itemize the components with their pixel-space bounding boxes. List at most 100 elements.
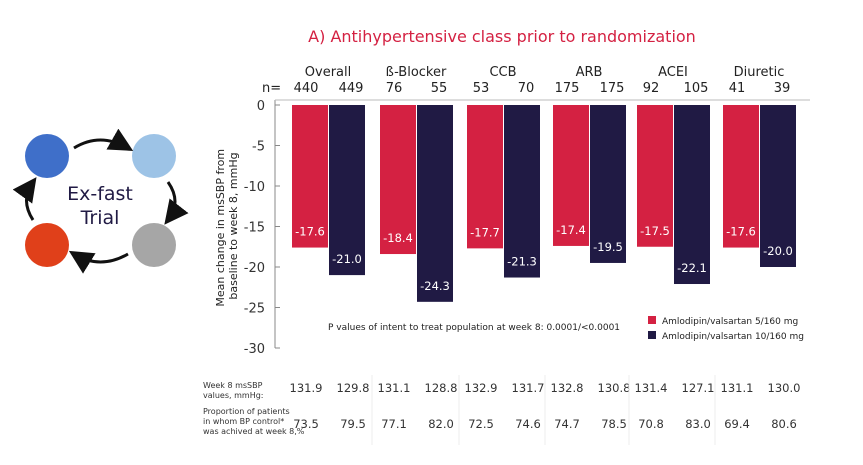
bar <box>417 105 453 302</box>
bar <box>553 105 589 246</box>
table-value: 69.4 <box>724 417 750 431</box>
table-value: 73.5 <box>293 417 319 431</box>
table-value: 72.5 <box>468 417 494 431</box>
logo-text: Trial <box>80 207 120 229</box>
logo-circle-lightblue <box>132 134 176 178</box>
bar <box>723 105 759 248</box>
category-label: Diuretic <box>734 65 785 80</box>
table-value: 132.8 <box>551 381 584 395</box>
bar <box>504 105 540 278</box>
bar <box>674 105 710 285</box>
n-value: 76 <box>386 81 403 96</box>
logo-text: Ex-fast <box>67 183 133 205</box>
n-value: 41 <box>729 81 746 96</box>
table-value: 80.6 <box>771 417 797 431</box>
bar <box>760 105 796 267</box>
legend-swatch <box>648 331 656 339</box>
table-value: 74.7 <box>554 417 580 431</box>
bar <box>329 105 365 276</box>
n-value: 70 <box>518 81 535 96</box>
table-value: 127.1 <box>682 381 715 395</box>
y-tick-label: -30 <box>244 342 265 357</box>
table-value: 79.5 <box>340 417 366 431</box>
table-value: 128.8 <box>425 381 458 395</box>
n-value: 449 <box>339 81 364 96</box>
table-value: 131.1 <box>721 381 754 395</box>
n-value: 92 <box>643 81 660 96</box>
table-row-label: Proportion of patients <box>203 407 290 416</box>
logo-circle-blue <box>25 134 69 178</box>
table-value: 130.8 <box>598 381 631 395</box>
data-label: -22.1 <box>677 261 707 275</box>
bar <box>590 105 626 263</box>
y-tick-label: 0 <box>257 99 265 114</box>
y-tick-label: -10 <box>244 180 265 195</box>
arrow-icon <box>68 250 129 274</box>
data-label: -21.3 <box>507 255 537 269</box>
arrow-icon <box>12 177 37 221</box>
data-label: -19.5 <box>593 240 623 254</box>
y-axis-label-line: baseline to week 8, mmHg <box>227 152 240 299</box>
data-label: -21.0 <box>332 252 362 266</box>
data-label: -17.4 <box>556 223 586 237</box>
table-value: 70.8 <box>638 417 664 431</box>
table-value: 132.9 <box>465 381 498 395</box>
bar <box>467 105 503 249</box>
n-value: 39 <box>774 81 791 96</box>
category-label: ARB <box>576 65 603 80</box>
category-label: ACEI <box>658 65 688 80</box>
logo-circle-gray <box>132 223 176 267</box>
legend-label: Amlodipin/valsartan 10/160 mg <box>662 332 804 342</box>
table-value: 130.0 <box>768 381 801 395</box>
n-value: 440 <box>294 81 319 96</box>
category-label: Overall <box>305 65 351 80</box>
table-value: 131.9 <box>290 381 323 395</box>
y-axis-label: Mean change in msSBP from baseline to we… <box>214 145 240 306</box>
n-prefix: n= <box>262 81 281 96</box>
y-tick-label: -20 <box>244 261 265 276</box>
category-label: CCB <box>489 65 516 80</box>
n-value: 105 <box>684 81 709 96</box>
table-value: 131.1 <box>378 381 411 395</box>
legend-swatch <box>648 316 656 324</box>
y-tick-label: -5 <box>252 140 265 155</box>
y-axis-label-line: Mean change in msSBP from <box>214 149 227 307</box>
table-value: 131.7 <box>512 381 545 395</box>
data-label: -17.7 <box>470 225 500 239</box>
table-value: 77.1 <box>381 417 407 431</box>
arrow-icon <box>73 128 134 151</box>
data-label: -17.5 <box>640 224 670 238</box>
table-row-label: in whom BP control* <box>203 417 284 426</box>
logo-circle-orange <box>25 223 69 267</box>
table-row-label: was achived at week 8,% <box>203 427 305 436</box>
y-tick-label: -25 <box>244 302 265 317</box>
table-row-label: values, mmHg: <box>203 391 263 400</box>
bar <box>637 105 673 247</box>
table-value: 78.5 <box>601 417 627 431</box>
n-value: 175 <box>600 81 625 96</box>
n-value: 53 <box>473 81 490 96</box>
data-label: -17.6 <box>726 225 756 239</box>
n-value: 55 <box>431 81 448 96</box>
data-label: -20.0 <box>763 244 793 258</box>
data-label: -17.6 <box>295 225 325 239</box>
y-tick-label: -15 <box>244 221 265 236</box>
table-value: 83.0 <box>685 417 711 431</box>
data-label: -24.3 <box>420 279 450 293</box>
legend-label: Amlodipin/valsartan 5/160 mg <box>662 317 798 327</box>
table-value: 129.8 <box>337 381 370 395</box>
annotation: P values of intent to treat population a… <box>328 323 620 333</box>
chart-title: A) Antihypertensive class prior to rando… <box>308 27 696 46</box>
bar <box>380 105 416 255</box>
n-value: 175 <box>555 81 580 96</box>
table-value: 131.4 <box>635 381 668 395</box>
table-value: 74.6 <box>515 417 541 431</box>
category-label: ß-Blocker <box>386 65 447 80</box>
data-label: -18.4 <box>383 231 413 245</box>
bar <box>292 105 328 248</box>
table-row-label: Week 8 msSBP <box>203 381 263 390</box>
ex-fast-trial-logo: Ex-fast Trial <box>12 128 189 274</box>
table-value: 82.0 <box>428 417 454 431</box>
arrow-icon <box>164 181 189 225</box>
